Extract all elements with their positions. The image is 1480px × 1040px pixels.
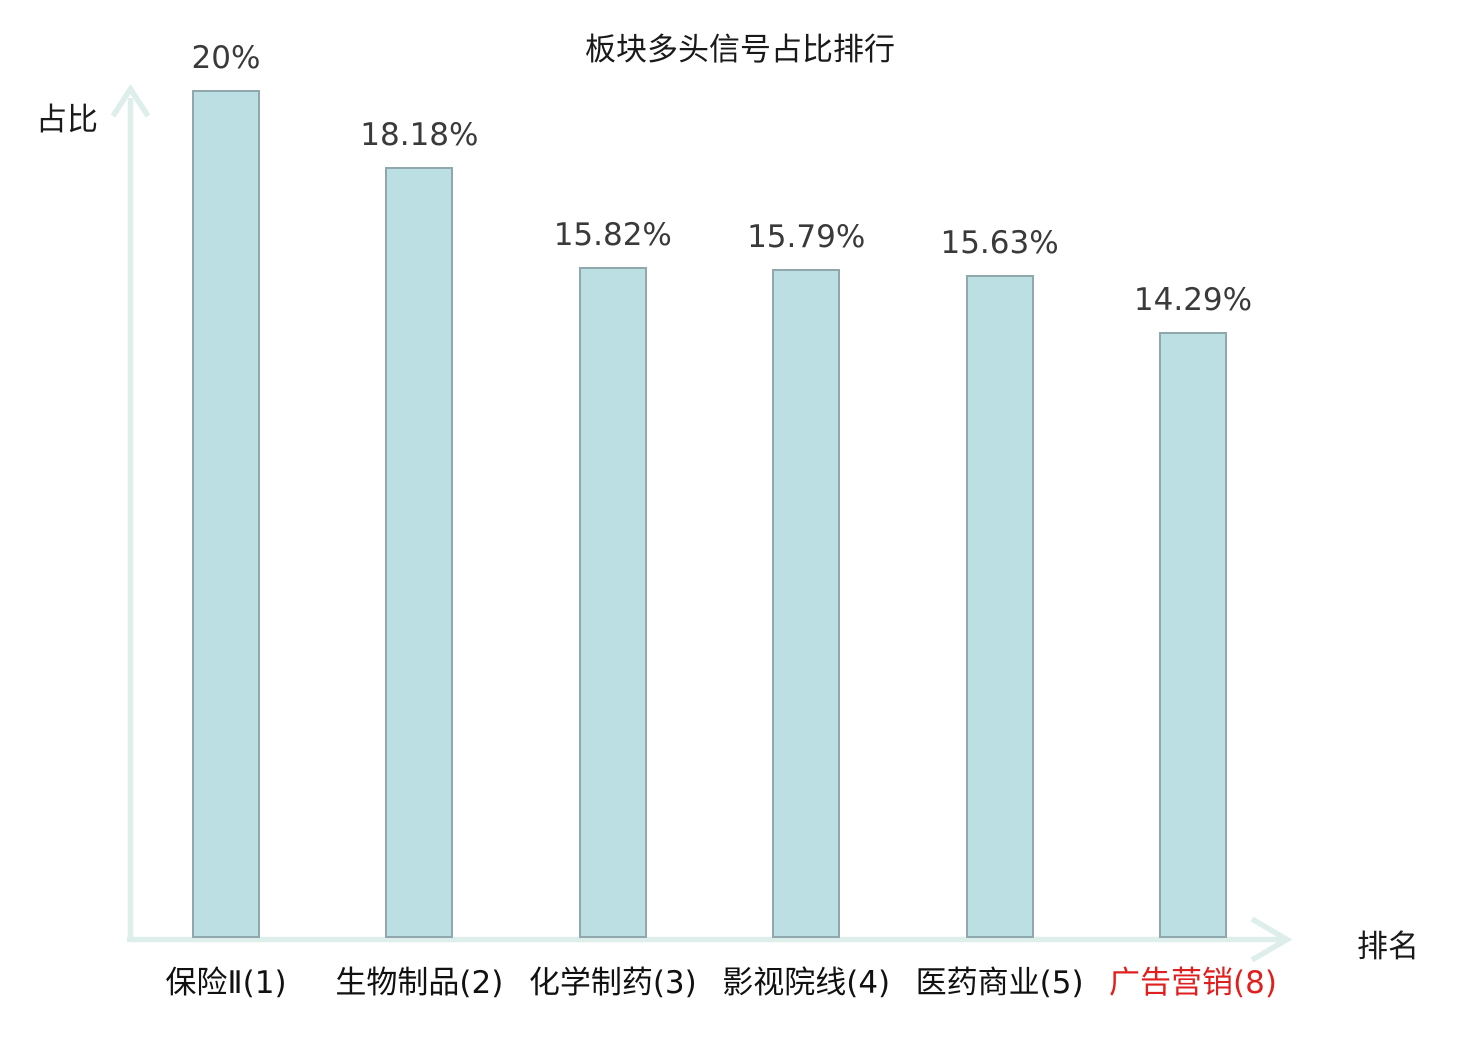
- chart-title: 板块多头信号占比排行: [585, 32, 895, 68]
- bar: [385, 167, 454, 938]
- bar-value-label: 15.63%: [940, 225, 1059, 262]
- bar-category-label: 广告营销(8): [1109, 965, 1277, 1001]
- bar-value-label: 15.82%: [553, 217, 672, 254]
- bar-category-label: 保险Ⅱ(1): [165, 965, 287, 1001]
- bar-category-label: 影视院线(4): [722, 965, 891, 1001]
- bar-value-label: 18.18%: [360, 117, 479, 154]
- x-axis-arrow-icon: [1250, 916, 1293, 963]
- y-axis-arrow-icon: [110, 83, 151, 118]
- bar: [772, 268, 841, 938]
- bar-category-label: 化学制药(3): [528, 965, 697, 1001]
- bar-value-label: 15.79%: [747, 218, 866, 255]
- bar-category-label: 医药商业(5): [915, 965, 1084, 1001]
- bar: [192, 90, 260, 938]
- bar: [965, 275, 1034, 938]
- x-axis-title: 排名: [1357, 929, 1419, 965]
- bar-value-label: 14.29%: [1133, 282, 1253, 319]
- bar-category-label: 生物制品(2): [335, 965, 504, 1001]
- bar-value-label: 20%: [191, 40, 261, 76]
- bar: [1159, 332, 1227, 938]
- y-axis-title: 占比: [36, 102, 98, 138]
- bar: [578, 267, 647, 938]
